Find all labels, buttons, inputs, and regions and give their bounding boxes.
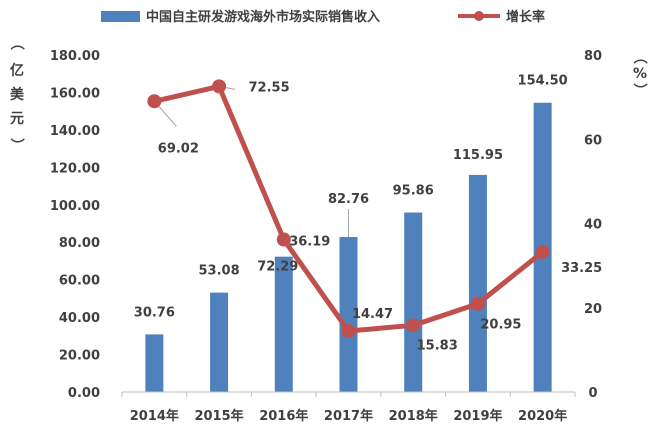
x-tick-label: 2015年 xyxy=(194,408,243,424)
y-tick-label: 100.00 xyxy=(50,199,100,214)
bar-value-label: 30.76 xyxy=(134,305,175,320)
x-tick-label: 2016年 xyxy=(259,408,308,424)
bar-value-label: 72.29 xyxy=(257,260,298,275)
bar-value-label: 95.86 xyxy=(393,184,434,199)
y-tick-label: 20.00 xyxy=(59,349,100,364)
y2-tick-label: 80 xyxy=(584,49,602,64)
line-point xyxy=(341,324,356,339)
y2-tick-label: 0 xyxy=(588,386,597,401)
y2-tick-label: 40 xyxy=(584,218,602,233)
bar xyxy=(339,237,358,392)
y-tick-label: 80.00 xyxy=(59,236,100,251)
bar-value-label: 53.08 xyxy=(199,264,240,279)
y-axis-left-ticks: 0.00 20.00 40.00 60.00 80.00 100.00 120.00 140.… xyxy=(50,49,100,401)
line-value-label: 14.47 xyxy=(352,307,393,322)
bar-series xyxy=(145,102,552,392)
line-value-label: 20.95 xyxy=(480,318,521,333)
legend-line-label: 增长率 xyxy=(506,9,545,25)
line-point xyxy=(276,232,291,247)
y-axis-left-title-char: 元 xyxy=(10,111,24,127)
bar xyxy=(145,334,164,392)
y2-tick-label: 20 xyxy=(584,302,602,317)
line-point xyxy=(406,318,421,333)
bar-data-labels: 30.76 53.08 72.29 82.76 95.86 115.95 154.50 xyxy=(134,74,568,321)
line-point xyxy=(535,244,550,259)
y-axis-right-title: （%） xyxy=(631,50,647,97)
x-tick-label: 2014年 xyxy=(130,408,179,424)
y-tick-label: 140.00 xyxy=(50,124,100,139)
y-tick-label: 120.00 xyxy=(50,161,100,176)
y2-tick-label: 60 xyxy=(584,133,602,148)
x-tick-label: 2020年 xyxy=(518,408,567,424)
line-point xyxy=(212,79,227,94)
bar-value-label: 115.95 xyxy=(453,148,503,163)
legend-bar-label: 中国自主研发游戏海外市场实际销售收入 xyxy=(146,9,380,25)
legend-line-marker xyxy=(474,11,484,21)
bar xyxy=(274,256,293,392)
y-axis-left-title-char: 美 xyxy=(10,86,25,103)
bar xyxy=(210,292,229,392)
line-data-labels: 69.02 72.55 36.19 14.47 15.83 20.95 33.25 xyxy=(158,80,602,353)
y-tick-label: 60.00 xyxy=(59,274,100,289)
bar-value-label: 82.76 xyxy=(328,192,369,207)
x-tick-label: 2018年 xyxy=(389,408,438,424)
x-tick-label: 2017年 xyxy=(324,408,373,424)
bar xyxy=(404,212,423,392)
y-axis-left-title-char: （ xyxy=(8,36,24,50)
line-value-label: 15.83 xyxy=(417,338,458,353)
y-tick-label: 180.00 xyxy=(50,49,100,64)
y-axis-right-title-char: % xyxy=(633,66,647,82)
line-point xyxy=(147,94,162,109)
y-tick-label: 0.00 xyxy=(68,386,100,401)
y-axis-left-title-char: 亿 xyxy=(10,62,24,79)
legend-bar-swatch xyxy=(101,11,140,22)
y-tick-label: 160.00 xyxy=(50,86,100,101)
bar-value-label: 154.50 xyxy=(518,74,568,89)
line-value-label: 69.02 xyxy=(158,141,199,156)
y-axis-left-title: （ 亿美元 ） xyxy=(8,36,25,152)
y-axis-right-title-char: （ xyxy=(631,50,647,64)
y-tick-label: 40.00 xyxy=(59,311,100,326)
line-value-label: 36.19 xyxy=(289,235,330,250)
y-axis-right-ticks: 0 20 40 60 80 xyxy=(584,49,602,401)
line-value-label: 33.25 xyxy=(561,261,602,276)
y-axis-left-title-char: ） xyxy=(8,138,24,152)
line-series xyxy=(147,79,550,339)
bar xyxy=(468,174,487,392)
x-tick-label: 2019年 xyxy=(453,408,502,424)
line-value-label: 72.55 xyxy=(249,80,290,95)
y-axis-right-title-char: ） xyxy=(631,83,647,97)
line-point xyxy=(470,296,485,311)
x-axis-ticks: 2014年 2015年 2016年 2017年 2018年 2019年 2020年 xyxy=(121,392,576,424)
legend: 中国自主研发游戏海外市场实际销售收入 增长率 xyxy=(101,9,545,25)
